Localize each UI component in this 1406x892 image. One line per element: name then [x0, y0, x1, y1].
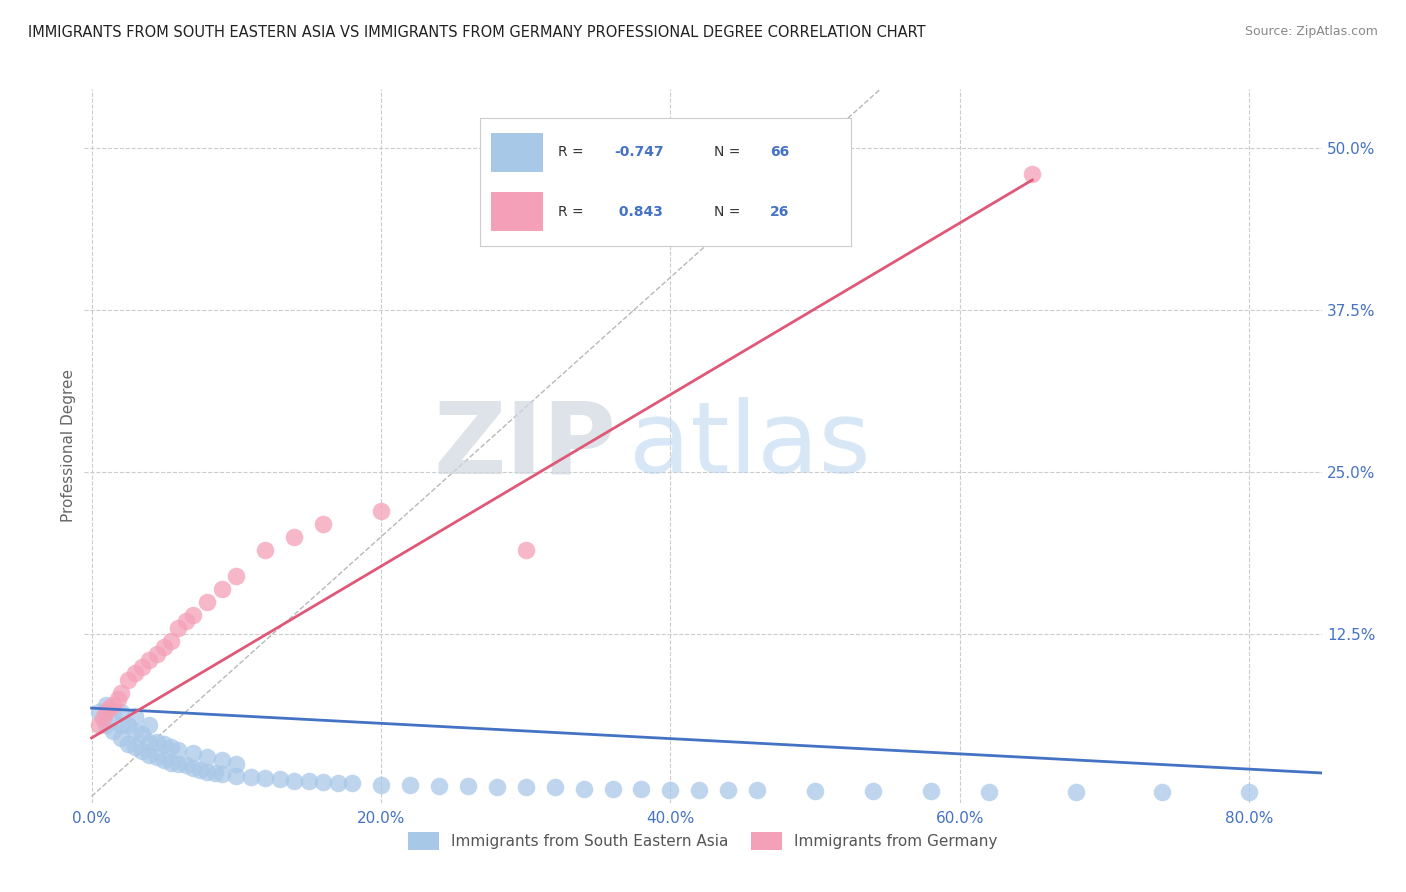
Point	[977, 785, 1000, 799]
Point	[131, 744, 153, 758]
Point	[204, 766, 226, 780]
Point	[399, 778, 422, 792]
Point	[862, 784, 884, 798]
Point	[485, 780, 508, 795]
Point	[117, 673, 139, 687]
Point	[138, 735, 160, 749]
Point	[370, 778, 392, 792]
Point	[195, 750, 218, 764]
Point	[370, 504, 392, 518]
Point	[1021, 167, 1043, 181]
Point	[145, 750, 167, 764]
Point	[97, 701, 120, 715]
Point	[138, 718, 160, 732]
Point	[326, 776, 349, 790]
Point	[94, 698, 117, 713]
Point	[427, 779, 450, 793]
Point	[124, 709, 146, 723]
Point	[602, 781, 624, 796]
Point	[124, 739, 146, 754]
Text: atlas: atlas	[628, 398, 870, 494]
Point	[254, 771, 277, 785]
Point	[131, 727, 153, 741]
Point	[717, 782, 740, 797]
Point	[211, 582, 233, 596]
Point	[167, 756, 190, 771]
Point	[544, 780, 567, 795]
Point	[167, 742, 190, 756]
Point	[1239, 785, 1261, 799]
Point	[153, 640, 176, 654]
Point	[131, 659, 153, 673]
Point	[225, 768, 247, 782]
Point	[211, 753, 233, 767]
Point	[283, 773, 305, 788]
Point	[269, 772, 291, 787]
Point	[87, 705, 110, 719]
Point	[145, 735, 167, 749]
Y-axis label: Professional Degree: Professional Degree	[60, 369, 76, 523]
Point	[94, 705, 117, 719]
Point	[515, 780, 537, 795]
Text: Source: ZipAtlas.com: Source: ZipAtlas.com	[1244, 25, 1378, 38]
Point	[688, 782, 710, 797]
Point	[181, 761, 204, 775]
Point	[124, 666, 146, 681]
Point	[124, 724, 146, 739]
Legend: Immigrants from South Eastern Asia, Immigrants from Germany: Immigrants from South Eastern Asia, Immi…	[402, 826, 1004, 855]
Point	[1064, 785, 1087, 799]
Point	[254, 542, 277, 557]
Point	[181, 607, 204, 622]
Point	[160, 756, 183, 770]
Point	[340, 776, 363, 790]
Point	[91, 711, 114, 725]
Point	[138, 747, 160, 762]
Point	[659, 782, 682, 797]
Point	[167, 621, 190, 635]
Point	[153, 738, 176, 752]
Point	[283, 530, 305, 544]
Point	[515, 542, 537, 557]
Point	[153, 753, 176, 767]
Point	[110, 731, 132, 745]
Point	[457, 779, 479, 793]
Point	[312, 516, 335, 531]
Point	[174, 758, 197, 772]
Point	[87, 718, 110, 732]
Point	[920, 784, 942, 798]
Point	[225, 568, 247, 582]
Point	[110, 705, 132, 719]
Point	[195, 764, 218, 779]
Point	[211, 767, 233, 781]
Point	[195, 595, 218, 609]
Point	[298, 773, 321, 788]
Point	[174, 614, 197, 628]
Point	[145, 647, 167, 661]
Point	[804, 784, 827, 798]
Point	[1152, 785, 1174, 799]
Point	[94, 718, 117, 732]
Text: ZIP: ZIP	[433, 398, 616, 494]
Point	[181, 747, 204, 761]
Point	[572, 781, 595, 796]
Point	[630, 781, 652, 796]
Point	[138, 653, 160, 667]
Point	[160, 633, 183, 648]
Point	[110, 718, 132, 732]
Point	[117, 718, 139, 732]
Point	[312, 775, 335, 789]
Point	[107, 692, 129, 706]
Point	[239, 770, 262, 784]
Point	[103, 698, 125, 713]
Point	[110, 685, 132, 699]
Point	[225, 756, 247, 771]
Point	[117, 738, 139, 752]
Text: IMMIGRANTS FROM SOUTH EASTERN ASIA VS IMMIGRANTS FROM GERMANY PROFESSIONAL DEGRE: IMMIGRANTS FROM SOUTH EASTERN ASIA VS IM…	[28, 25, 925, 40]
Point	[103, 724, 125, 739]
Point	[160, 739, 183, 754]
Point	[188, 764, 211, 778]
Point	[103, 705, 125, 719]
Point	[747, 782, 769, 797]
